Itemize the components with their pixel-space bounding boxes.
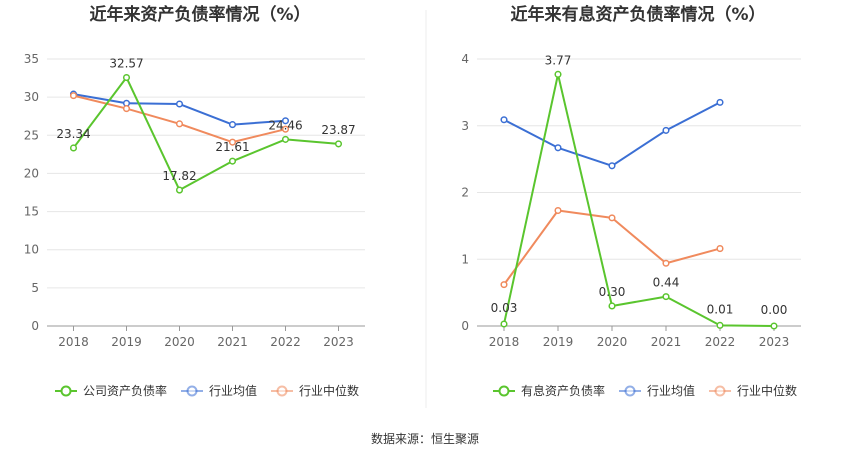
data-point [608, 162, 616, 170]
legend-label: 公司资产负债率 [83, 383, 167, 398]
data-label: 21.61 [215, 140, 249, 154]
data-label: 17.82 [162, 169, 196, 183]
series-line [503, 209, 721, 286]
y-tick-label: 15 [24, 205, 39, 219]
data-point [281, 117, 290, 125]
legend-marker-icon [186, 385, 198, 397]
data-point [500, 320, 508, 328]
legend-item[interactable]: 有息资产负债率 [493, 383, 605, 398]
x-tick-label: 2023 [759, 335, 790, 349]
x-tick-label: 2021 [651, 335, 682, 349]
data-point [69, 92, 78, 100]
data-point [334, 140, 343, 148]
x-tick-label: 2022 [705, 335, 736, 349]
x-tick-label: 2021 [217, 335, 248, 349]
data-point [175, 120, 184, 128]
data-point [716, 321, 724, 329]
legend-item[interactable]: 行业均值 [619, 383, 695, 398]
legend-marker-icon [624, 385, 636, 397]
y-tick-label: 30 [24, 90, 39, 104]
legend-marker-icon [276, 385, 288, 397]
legend-marker-icon [714, 385, 726, 397]
data-label: 0.44 [653, 276, 680, 290]
data-point [662, 126, 670, 134]
data-label: 3.77 [545, 53, 572, 67]
data-label: 0.03 [491, 301, 518, 315]
y-tick-label: 0 [31, 319, 39, 333]
data-point [662, 259, 670, 267]
data-point [770, 322, 778, 330]
y-tick-label: 25 [24, 128, 39, 142]
x-tick-label: 2018 [58, 335, 89, 349]
data-label: 0.30 [599, 285, 626, 299]
x-tick-label: 2020 [164, 335, 195, 349]
legend-label: 行业均值 [647, 383, 695, 398]
data-point [228, 157, 237, 165]
data-label: 24.46 [268, 118, 302, 132]
data-label: 0.00 [761, 303, 788, 317]
chart-title: 近年来资产负债率情况（%） [89, 4, 310, 25]
legend-item[interactable]: 行业中位数 [271, 383, 359, 398]
data-point [69, 144, 78, 152]
series-line [503, 101, 721, 167]
series-line [503, 73, 775, 327]
data-point [122, 73, 131, 82]
x-tick-label: 2019 [543, 335, 574, 349]
data-label: 23.87 [321, 123, 355, 137]
left-chart: 近年来资产负债率情况（%） 0 5 10 15 20 25 30 35 2018 2019 2020 2… [24, 4, 365, 398]
data-point [175, 100, 184, 108]
data-point [608, 214, 616, 222]
data-point [662, 293, 670, 301]
data-point [281, 125, 290, 133]
x-tick-label: 2022 [270, 335, 301, 349]
y-tick-label: 10 [24, 243, 39, 257]
series-line [72, 76, 339, 192]
legend-item[interactable]: 公司资产负债率 [55, 383, 167, 398]
legend-marker-icon [498, 385, 510, 397]
legend-item[interactable]: 行业中位数 [709, 383, 797, 398]
y-tick-label: 5 [31, 281, 39, 295]
data-point [716, 245, 724, 253]
x-tick-label: 2020 [597, 335, 628, 349]
data-point [281, 135, 290, 143]
x-tick-label: 2018 [489, 335, 520, 349]
data-source-label: 数据来源：恒生聚源 [371, 431, 479, 446]
data-point [228, 121, 237, 129]
y-tick-label: 0 [461, 319, 469, 333]
y-tick-label: 1 [461, 252, 469, 266]
y-tick-label: 20 [24, 166, 39, 180]
series-line [73, 93, 286, 126]
data-point [716, 98, 724, 106]
x-tick-label: 2019 [111, 335, 142, 349]
chart-title: 近年来有息资产负债率情况（%） [510, 4, 765, 25]
legend-label: 行业均值 [209, 383, 257, 398]
data-point [500, 116, 508, 124]
data-label: 23.34 [56, 127, 90, 141]
y-tick-label: 35 [24, 52, 39, 66]
legend-label: 行业中位数 [299, 383, 359, 398]
data-point [554, 144, 562, 152]
data-point [228, 138, 237, 146]
data-label: 0.01 [707, 302, 734, 316]
data-point [554, 70, 562, 78]
right-chart: 近年来有息资产负债率情况（%） 0 1 2 3 4 2018 2019 2020 2021 2022… [461, 4, 801, 398]
y-tick-label: 3 [461, 119, 469, 133]
data-point [175, 186, 184, 194]
data-label: 32.57 [109, 57, 143, 71]
legend-label: 有息资产负债率 [521, 383, 605, 398]
y-tick-label: 2 [461, 186, 469, 200]
data-point [608, 302, 616, 310]
data-point [500, 281, 508, 289]
legend-item[interactable]: 行业均值 [181, 383, 257, 398]
legend-marker-icon [60, 385, 72, 397]
data-point [122, 105, 131, 113]
data-point [554, 206, 562, 215]
legend-label: 行业中位数 [737, 383, 797, 398]
x-tick-label: 2023 [323, 335, 354, 349]
y-tick-label: 4 [461, 52, 469, 66]
